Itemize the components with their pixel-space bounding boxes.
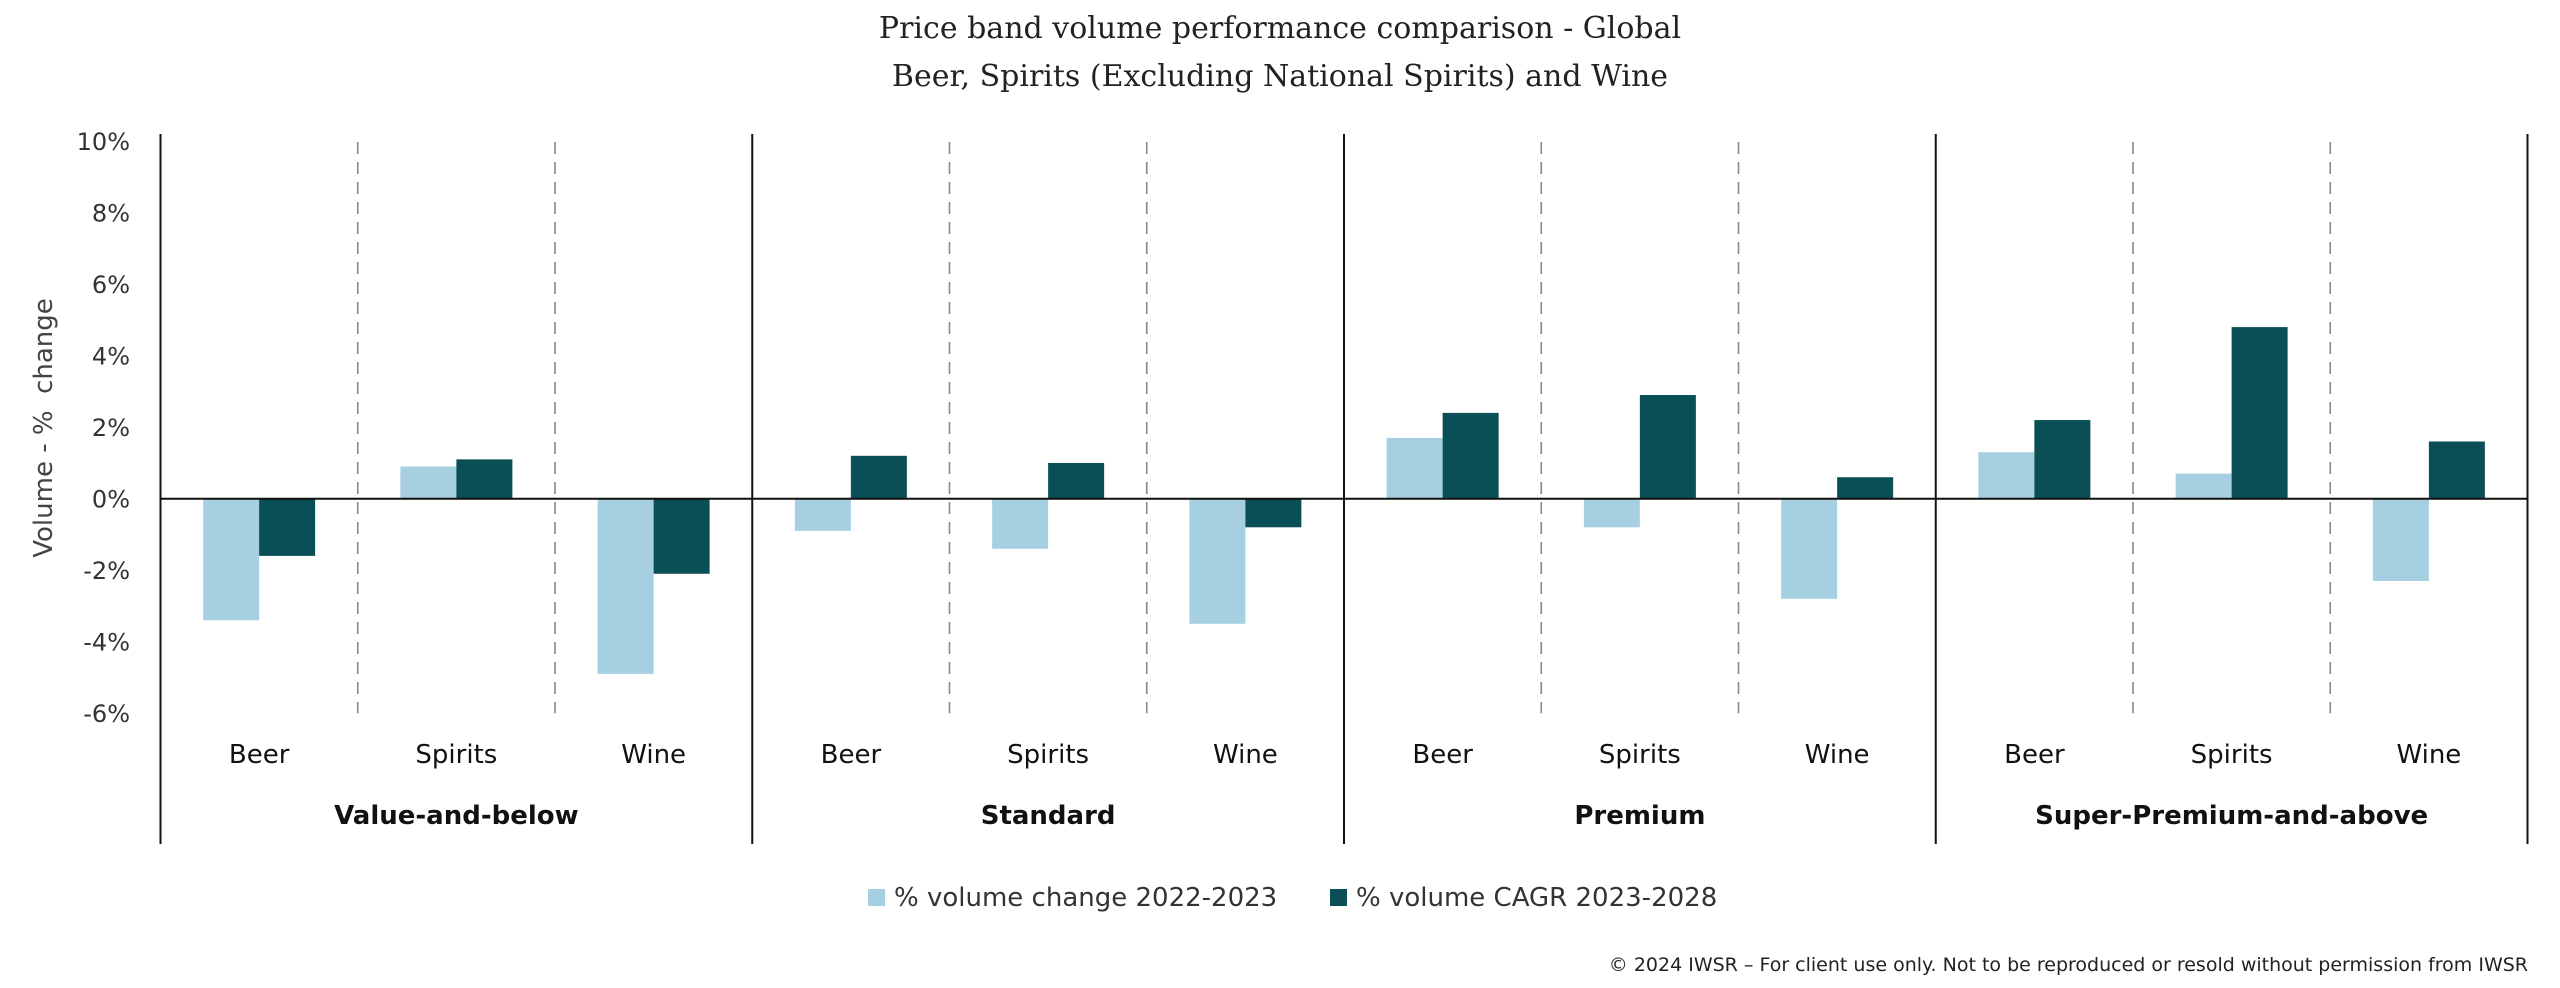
- chart-title: Price band volume performance comparison…: [879, 11, 1681, 46]
- bar-volume-cagr: [1245, 498, 1302, 528]
- bar-volume-change: [597, 498, 654, 674]
- y-tick-label: -6%: [83, 700, 130, 728]
- group-label: Standard: [981, 801, 1116, 831]
- legend-swatch: [868, 889, 885, 906]
- bar-volume-change: [1189, 498, 1246, 624]
- bar-volume-cagr: [259, 498, 316, 556]
- category-label: Spirits: [2191, 740, 2273, 770]
- bar-volume-cagr: [2231, 327, 2288, 499]
- y-tick-label: 8%: [92, 200, 130, 228]
- bar-volume-change: [1386, 437, 1443, 499]
- bar-volume-change: [2372, 498, 2429, 581]
- bar-volume-cagr: [456, 459, 513, 499]
- y-tick-label: 2%: [92, 414, 130, 442]
- category-label: Spirits: [1007, 740, 1089, 770]
- bar-volume-cagr: [2428, 441, 2485, 499]
- y-tick-label: 0%: [92, 486, 130, 514]
- bar-volume-cagr: [653, 498, 710, 574]
- group-labels: Value-and-below Standard Premium Super-Prem…: [334, 801, 2428, 831]
- legend-label: % volume change 2022-2023: [894, 883, 1277, 913]
- bars: [203, 327, 2485, 674]
- bar-volume-cagr: [1048, 462, 1105, 499]
- y-tick-label: 6%: [92, 271, 130, 299]
- bar-volume-cagr: [1442, 412, 1499, 499]
- bar-volume-change: [400, 466, 457, 499]
- bar-volume-change: [1583, 498, 1640, 528]
- group-label: Premium: [1574, 801, 1705, 831]
- separators: [159, 134, 2529, 844]
- category-label: Wine: [621, 740, 686, 770]
- category-label: Wine: [1213, 740, 1278, 770]
- y-axis-label: Volume - % change: [29, 298, 59, 558]
- group-label: Super-Premium-and-above: [2035, 801, 2428, 831]
- copyright-footer: © 2024 IWSR – For client use only. Not t…: [1609, 954, 2528, 976]
- category-label: Beer: [2004, 740, 2065, 770]
- bar-volume-cagr: [1639, 395, 1696, 499]
- bar-volume-change: [1978, 452, 2035, 499]
- bar-volume-cagr: [1837, 477, 1894, 499]
- category-label: Beer: [1412, 740, 1473, 770]
- y-tick-label: -4%: [83, 629, 130, 657]
- bar-volume-change: [992, 498, 1049, 549]
- bar-volume-cagr: [2034, 420, 2091, 499]
- y-tick-label: -2%: [83, 557, 130, 585]
- category-labels: Beer Spirits Wine Beer Spirits Wine Beer Spirit…: [229, 740, 2461, 770]
- legend-label: % volume CAGR 2023-2028: [1356, 883, 1717, 913]
- legend: % volume change 2022-2023 % volume CAGR 2…: [868, 883, 1717, 913]
- y-axis-ticks: 10% 8% 6% 4% 2% 0% -2% -4% -6%: [77, 128, 130, 728]
- category-label: Beer: [821, 740, 882, 770]
- legend-swatch: [1330, 889, 1347, 906]
- category-label: Spirits: [1599, 740, 1681, 770]
- category-label: Beer: [229, 740, 290, 770]
- bar-volume-change: [1781, 498, 1838, 599]
- category-label: Wine: [2396, 740, 2461, 770]
- bar-volume-change: [203, 498, 260, 621]
- chart-subtitle: Beer, Spirits (Excluding National Spirit…: [892, 59, 1668, 94]
- category-label: Spirits: [415, 740, 497, 770]
- group-label: Value-and-below: [334, 801, 579, 831]
- bar-volume-cagr: [850, 455, 907, 499]
- category-label: Wine: [1805, 740, 1870, 770]
- bar-volume-change: [794, 498, 851, 531]
- y-tick-label: 10%: [77, 128, 130, 156]
- bar-volume-change: [2175, 473, 2232, 499]
- y-tick-label: 4%: [92, 343, 130, 371]
